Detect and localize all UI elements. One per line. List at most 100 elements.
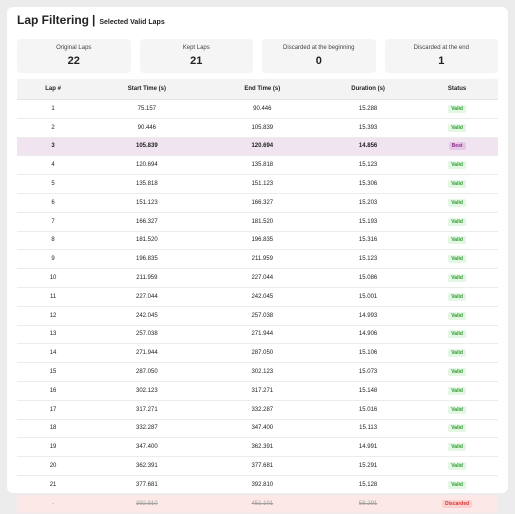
duration-cell: 15.291 [320, 456, 417, 476]
lap-number-cell: 16 [17, 381, 90, 401]
status-cell: Valid [416, 362, 498, 382]
status-badge: Valid [448, 104, 466, 113]
start-time-cell: 362.391 [89, 456, 205, 476]
table-row: 14 271.944 287.050 15.106 Valid [17, 343, 498, 364]
start-time-cell: 151.123 [89, 193, 205, 213]
table-row: 18 332.287 347.400 15.113 Valid [17, 419, 498, 439]
duration-cell: 15.148 [320, 381, 417, 401]
column-header-duration: Duration (s) [320, 79, 417, 100]
status-badge: Valid [448, 198, 466, 207]
start-time-cell: 332.287 [89, 419, 205, 439]
column-header-start: Start Time (s) [89, 79, 205, 100]
lap-filtering-card: Lap Filtering | Selected Valid Laps Orig… [7, 7, 508, 514]
table-row: 5 135.818 151.123 15.306 Valid [17, 174, 498, 194]
laps-table: Lap # Start Time (s) End Time (s) Durati… [17, 79, 498, 514]
stat-value: 1 [438, 55, 445, 67]
start-time-cell: 120.694 [89, 155, 205, 176]
status-cell: Valid [416, 174, 498, 194]
duration-cell: 15.106 [320, 343, 417, 364]
page-subtitle: Selected Valid Laps [99, 19, 165, 26]
column-header-status: Status [416, 79, 498, 100]
lap-number-cell: 15 [17, 362, 90, 382]
start-time-cell: 90.446 [89, 118, 205, 138]
lap-number-cell: 4 [17, 155, 90, 176]
duration-cell: 14.991 [320, 437, 417, 458]
lap-number-cell: 13 [17, 325, 90, 345]
start-time-cell: 227.044 [89, 287, 205, 307]
table-row: 11 227.044 242.045 15.001 Valid [17, 287, 498, 307]
table-row: 20 362.391 377.681 15.291 Valid [17, 456, 498, 476]
status-badge: Valid [448, 330, 466, 339]
start-time-cell: 196.835 [89, 249, 205, 270]
table-row: 6 151.123 166.327 15.203 Valid [17, 193, 498, 213]
lap-number-cell: 14 [17, 343, 90, 364]
end-time-cell: 120.694 [204, 137, 321, 157]
table-header-row: Lap # Start Time (s) End Time (s) Durati… [17, 79, 498, 100]
duration-cell: 15.203 [320, 193, 417, 213]
table-row: 2 90.446 105.839 15.393 Valid [17, 118, 498, 138]
duration-cell: 15.316 [320, 231, 417, 251]
start-time-cell: 105.839 [89, 137, 205, 157]
start-time-cell: 392.810 [89, 494, 205, 514]
duration-cell: 15.001 [320, 287, 417, 307]
table-row: 21 377.681 392.810 15.128 Valid [17, 475, 498, 495]
start-time-cell: 257.038 [89, 325, 205, 345]
status-badge: Valid [448, 161, 466, 170]
lap-number-cell: 19 [17, 437, 90, 458]
duration-cell: 14.856 [320, 137, 417, 157]
stat-kept-laps: Kept Laps 21 [139, 39, 253, 73]
lap-number-cell: 21 [17, 475, 90, 495]
status-cell: Best [416, 137, 498, 157]
status-badge: Valid [448, 180, 466, 189]
duration-cell: 15.128 [320, 475, 417, 495]
stat-original-laps: Original Laps 22 [17, 39, 131, 73]
table-row: 16 302.123 317.271 15.148 Valid [17, 381, 498, 401]
stat-label: Kept Laps [182, 45, 210, 51]
status-badge: Valid [448, 424, 466, 433]
lap-number-cell: 10 [17, 268, 90, 288]
end-time-cell: 362.391 [204, 437, 321, 458]
end-time-cell: 242.045 [204, 287, 321, 307]
table-row: 9 196.835 211.959 15.123 Valid [17, 249, 498, 270]
end-time-cell: 257.038 [204, 306, 321, 326]
end-time-cell: 181.520 [204, 212, 321, 232]
status-badge: Valid [448, 443, 466, 452]
start-time-cell: 377.681 [89, 475, 205, 495]
lap-number-cell: 7 [17, 212, 90, 232]
stat-label: Original Laps [56, 45, 92, 51]
table-row: 8 181.520 196.835 15.316 Valid [17, 231, 498, 251]
header: Lap Filtering | Selected Valid Laps [17, 13, 498, 37]
lap-number-cell: 12 [17, 306, 90, 326]
start-time-cell: 135.818 [89, 174, 205, 194]
status-cell: Valid [416, 118, 498, 138]
status-cell: Valid [416, 249, 498, 270]
duration-cell: 14.906 [320, 325, 417, 345]
table-row: 10 211.959 227.044 15.086 Valid [17, 268, 498, 288]
stat-label: Discarded at the end [413, 45, 469, 51]
status-cell: Valid [416, 343, 498, 364]
end-time-cell: 451.101 [204, 494, 321, 514]
status-cell: Valid [416, 437, 498, 458]
status-badge: Valid [448, 311, 466, 320]
duration-cell: 58.291 [320, 494, 417, 514]
status-badge: Valid [448, 236, 466, 245]
start-time-cell: 181.520 [89, 231, 205, 251]
end-time-cell: 392.810 [204, 475, 321, 495]
start-time-cell: 211.959 [89, 268, 205, 288]
end-time-cell: 302.123 [204, 362, 321, 382]
lap-number-cell: - [17, 494, 90, 514]
duration-cell: 15.016 [320, 400, 417, 420]
end-time-cell: 151.123 [204, 174, 321, 194]
end-time-cell: 271.944 [204, 325, 321, 345]
stat-discarded-beginning: Discarded at the beginning 0 [262, 39, 376, 73]
end-time-cell: 347.400 [204, 419, 321, 439]
table-row: 13 257.038 271.944 14.906 Valid [17, 325, 498, 345]
stat-label: Discarded at the beginning [283, 45, 355, 51]
status-cell: Valid [416, 99, 498, 119]
end-time-cell: 227.044 [204, 268, 321, 288]
stat-value: 21 [190, 55, 203, 67]
start-time-cell: 242.045 [89, 306, 205, 326]
lap-number-cell: 5 [17, 174, 90, 194]
duration-cell: 15.113 [320, 419, 417, 439]
table-row: 7 166.327 181.520 15.193 Valid [17, 212, 498, 232]
